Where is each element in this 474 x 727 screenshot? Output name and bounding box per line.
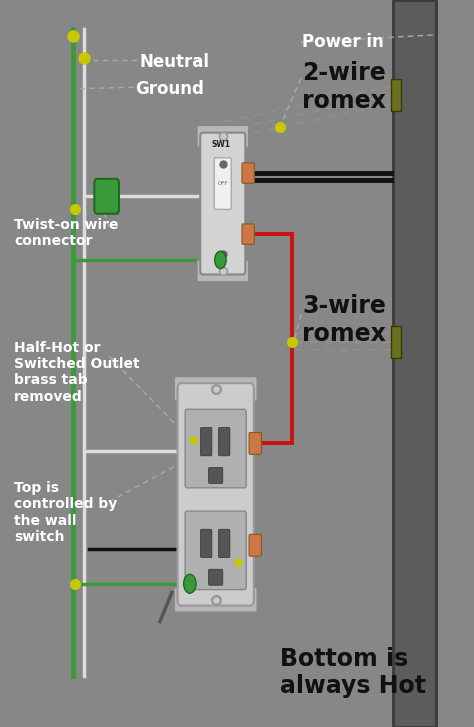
FancyBboxPatch shape xyxy=(219,427,230,456)
Text: 3-wire
romex: 3-wire romex xyxy=(302,294,386,346)
FancyBboxPatch shape xyxy=(209,467,223,483)
FancyBboxPatch shape xyxy=(197,125,248,147)
FancyBboxPatch shape xyxy=(219,529,230,558)
Text: Bottom is
always Hot: Bottom is always Hot xyxy=(280,646,426,699)
FancyBboxPatch shape xyxy=(177,383,254,606)
FancyBboxPatch shape xyxy=(242,224,254,244)
FancyBboxPatch shape xyxy=(209,569,223,585)
FancyBboxPatch shape xyxy=(200,133,246,275)
Text: Half-Hot or
Switched Outlet
brass tab
removed: Half-Hot or Switched Outlet brass tab re… xyxy=(14,341,140,403)
FancyBboxPatch shape xyxy=(242,163,254,183)
FancyBboxPatch shape xyxy=(197,260,248,282)
FancyBboxPatch shape xyxy=(249,534,262,556)
Bar xyxy=(391,79,401,111)
Text: Top is
controlled by
the wall
switch: Top is controlled by the wall switch xyxy=(14,481,118,544)
FancyBboxPatch shape xyxy=(174,377,257,401)
Circle shape xyxy=(184,574,196,593)
FancyBboxPatch shape xyxy=(174,587,257,612)
Text: Ground: Ground xyxy=(135,80,204,97)
FancyBboxPatch shape xyxy=(201,427,212,456)
Text: Twist-on wire
connector: Twist-on wire connector xyxy=(14,217,118,248)
Text: SW1: SW1 xyxy=(212,140,231,149)
Text: OFF: OFF xyxy=(218,181,228,185)
FancyBboxPatch shape xyxy=(201,529,212,558)
Text: Neutral: Neutral xyxy=(140,53,210,71)
Bar xyxy=(391,326,401,358)
FancyBboxPatch shape xyxy=(249,433,262,454)
FancyBboxPatch shape xyxy=(185,511,246,590)
FancyBboxPatch shape xyxy=(185,409,246,488)
FancyBboxPatch shape xyxy=(94,179,119,214)
Text: Power in: Power in xyxy=(302,33,384,51)
Bar xyxy=(393,0,436,727)
Circle shape xyxy=(215,252,226,269)
FancyBboxPatch shape xyxy=(214,158,231,209)
Text: 2-wire
romex: 2-wire romex xyxy=(302,61,386,113)
